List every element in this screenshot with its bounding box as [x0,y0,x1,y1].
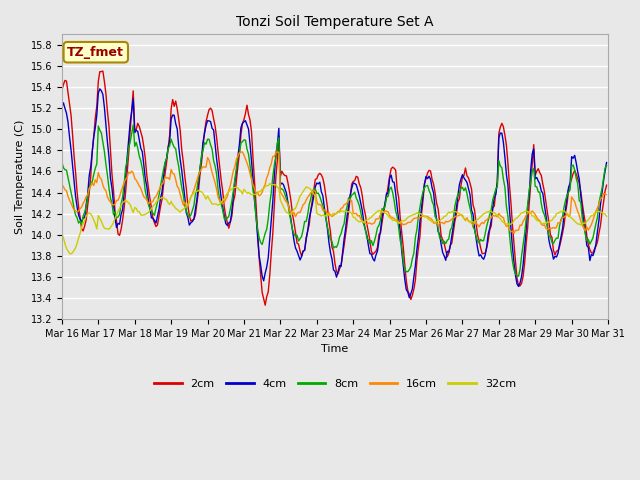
16cm [575,213,583,218]
16cm [248,176,255,182]
Line: 8cm: 8cm [62,125,607,276]
Line: 2cm: 2cm [62,71,607,305]
16cm [125,169,132,175]
16cm [239,149,246,155]
32cm [126,202,134,207]
4cm [222,221,230,227]
16cm [58,181,66,187]
8cm [575,198,583,204]
4cm [96,86,104,92]
8cm [240,137,248,143]
16cm [510,230,518,236]
4cm [406,295,413,300]
8cm [249,188,257,194]
X-axis label: Time: Time [321,344,349,354]
2cm [249,156,257,162]
Text: TZ_fmet: TZ_fmet [67,46,124,59]
32cm [58,230,66,236]
2cm [300,248,307,254]
2cm [261,302,269,308]
8cm [298,234,305,240]
Line: 32cm: 32cm [62,184,607,254]
32cm [300,189,307,194]
4cm [126,119,134,125]
16cm [273,149,281,155]
2cm [222,213,230,219]
Y-axis label: Soil Temperature (C): Soil Temperature (C) [15,120,25,234]
2cm [240,117,248,122]
Legend: 2cm, 4cm, 8cm, 16cm, 32cm: 2cm, 4cm, 8cm, 16cm, 32cm [149,374,520,393]
Line: 16cm: 16cm [62,152,607,233]
4cm [575,176,583,182]
16cm [220,200,228,205]
8cm [125,145,132,151]
32cm [67,251,75,257]
8cm [222,217,230,223]
32cm [222,193,230,199]
32cm [603,213,611,219]
2cm [99,68,107,74]
4cm [240,119,248,125]
2cm [58,88,66,94]
8cm [515,273,522,279]
4cm [58,104,66,110]
Line: 4cm: 4cm [62,89,607,298]
4cm [603,160,611,166]
Title: Tonzi Soil Temperature Set A: Tonzi Soil Temperature Set A [236,15,434,29]
32cm [240,187,248,192]
16cm [298,206,305,212]
8cm [603,163,611,168]
2cm [575,180,583,186]
2cm [603,182,611,188]
8cm [58,159,66,165]
8cm [129,122,137,128]
32cm [575,221,583,227]
2cm [126,128,134,134]
4cm [249,177,257,182]
16cm [603,192,611,197]
4cm [298,253,305,259]
32cm [266,181,273,187]
32cm [249,192,257,197]
